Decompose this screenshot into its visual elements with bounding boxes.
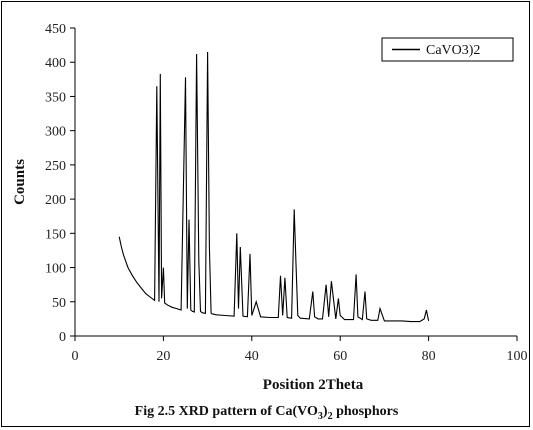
caption-subscript-1: 3 [317,410,323,422]
chart-ticks: 0 50 100 150 200 250 300 350 400 450 0 20 40 60 80 100 [45,22,528,364]
chart-axis-titles: Position 2Theta Counts [12,159,364,393]
caption-prefix: Fig 2.5 XRD pattern of Ca(VO [134,404,318,419]
y-tick-label: 0 [59,330,66,345]
y-tick-label: 100 [45,262,66,277]
series-line-0 [118,51,430,323]
x-tick-label: 100 [507,349,528,364]
legend-entry: CaVO3)2 [426,43,480,58]
chart-legend: CaVO3)2 [381,37,514,62]
y-tick-label: 200 [45,193,66,208]
y-tick-label: 150 [45,227,66,242]
y-tick-label: 450 [45,22,66,37]
legend-box [381,37,514,62]
x-tick-label: 0 [72,349,79,364]
figure-caption: Fig 2.5 XRD pattern of Ca(VO3)2 phosphor… [0,404,533,422]
x-tick-label: 60 [333,349,347,364]
x-axis-title: Position 2Theta [263,377,364,393]
x-tick-label: 80 [422,349,436,364]
y-tick-label: 50 [52,296,66,311]
y-tick-label: 400 [45,56,66,71]
caption-mid: ) [322,404,328,419]
caption-suffix: phosphors [332,404,399,419]
y-tick-label: 350 [45,90,66,105]
y-tick-label: 250 [45,159,66,174]
chart-plot-area [118,51,430,323]
x-tick-label: 20 [156,349,170,364]
y-axis-title: Counts [12,159,28,205]
chart-axes [74,28,517,337]
x-tick-label: 40 [245,349,259,364]
y-tick-label: 300 [45,125,66,140]
caption-subscript-2: 2 [327,410,333,422]
